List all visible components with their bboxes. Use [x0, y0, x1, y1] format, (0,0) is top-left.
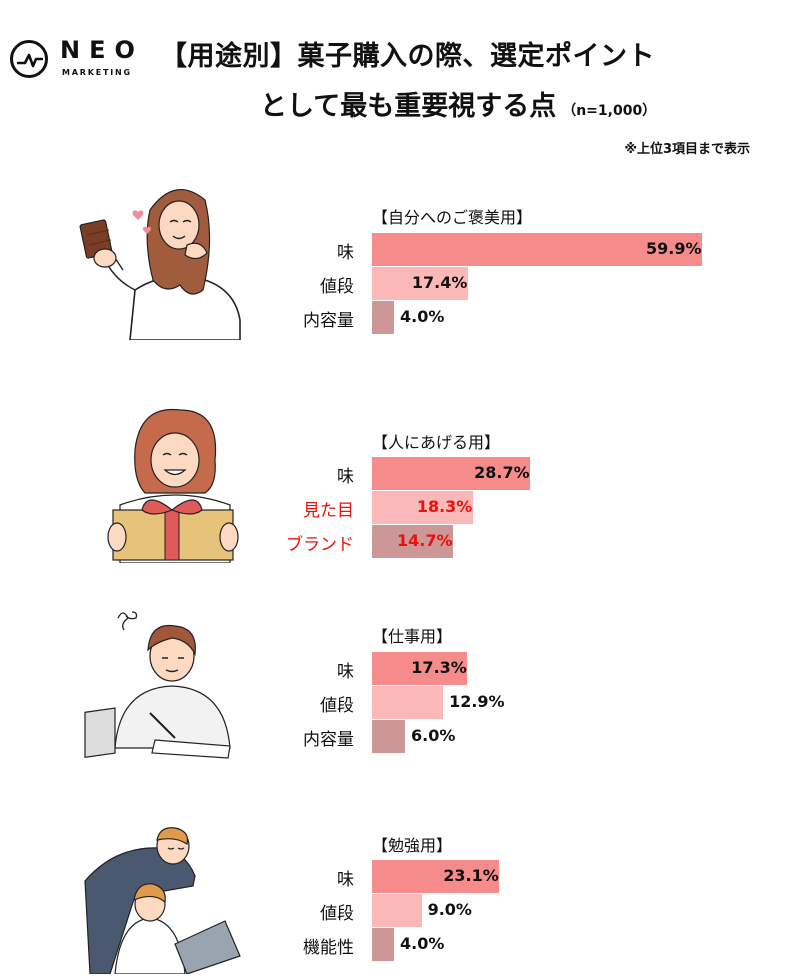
bar-gift-2 — [372, 525, 453, 558]
category-label-self-reward-0: 味 — [337, 243, 354, 263]
logo-brand: NEO — [60, 36, 144, 64]
woman-with-chocolate-illustration — [79, 189, 241, 340]
top3-note: ※上位3項目まで表示 — [624, 142, 750, 157]
category-label-self-reward-2: 内容量 — [303, 311, 354, 331]
value-label-work-0: 17.3% — [411, 658, 467, 677]
bar-work-1 — [372, 686, 444, 719]
category-label-work-1: 値段 — [320, 696, 354, 716]
value-label-study-0: 23.1% — [443, 866, 499, 885]
section-title-gift: 【人にあげる用】 — [372, 433, 501, 452]
neo-marketing-logo: NEO MARKETING — [10, 36, 155, 88]
value-label-self-reward-2: 4.0% — [400, 307, 445, 326]
category-label-work-2: 内容量 — [303, 730, 354, 750]
bar-study-2 — [372, 928, 395, 961]
bar-self-reward-0 — [372, 233, 702, 266]
category-label-gift-2: ブランド — [286, 535, 354, 555]
category-label-gift-0: 味 — [337, 467, 354, 487]
man-working-illustration — [84, 611, 231, 759]
section-title-study: 【勉強用】 — [372, 836, 453, 855]
chart-title-line2: として最も重要視する点 （n=1,000） — [260, 84, 656, 123]
bar-gift-0 — [372, 457, 531, 490]
bar-study-1 — [372, 894, 422, 927]
sample-size: （n=1,000） — [562, 103, 657, 119]
value-label-self-reward-1: 17.4% — [411, 273, 468, 292]
bar-study-0 — [372, 860, 500, 893]
category-label-gift-1: 見た目 — [303, 501, 354, 521]
section-title-self-reward: 【自分へのご褒美用】 — [372, 208, 533, 227]
bar-gift-1 — [372, 491, 473, 524]
bar-self-reward-1 — [372, 267, 468, 300]
section-title-work: 【仕事用】 — [372, 627, 453, 646]
value-label-gift-1: 18.3% — [416, 497, 473, 516]
chart-title-line2-text: として最も重要視する点 — [260, 91, 557, 122]
woman-with-gift-illustration — [107, 408, 239, 563]
category-label-work-0: 味 — [337, 662, 354, 682]
value-label-gift-2: 14.7% — [396, 531, 453, 550]
value-label-study-2: 4.0% — [400, 934, 445, 953]
value-label-work-1: 12.9% — [449, 692, 505, 711]
value-label-self-reward-0: 59.9% — [646, 239, 702, 258]
category-label-study-0: 味 — [337, 870, 354, 890]
chart-title-line1: 【用途別】菓子購入の際、選定ポイント — [160, 41, 655, 72]
value-label-study-1: 9.0% — [427, 900, 472, 919]
logo-subtext: MARKETING — [62, 68, 132, 77]
bar-self-reward-2 — [372, 301, 395, 334]
category-label-self-reward-1: 値段 — [320, 277, 354, 297]
value-label-work-2: 6.0% — [411, 726, 456, 745]
bar-work-0 — [372, 652, 468, 685]
study-illustration — [84, 827, 241, 974]
category-label-study-1: 値段 — [320, 904, 354, 924]
logo-pulse-icon — [10, 40, 48, 78]
bar-work-2 — [372, 720, 406, 753]
value-label-gift-0: 28.7% — [474, 463, 530, 482]
category-label-study-2: 機能性 — [303, 938, 354, 958]
